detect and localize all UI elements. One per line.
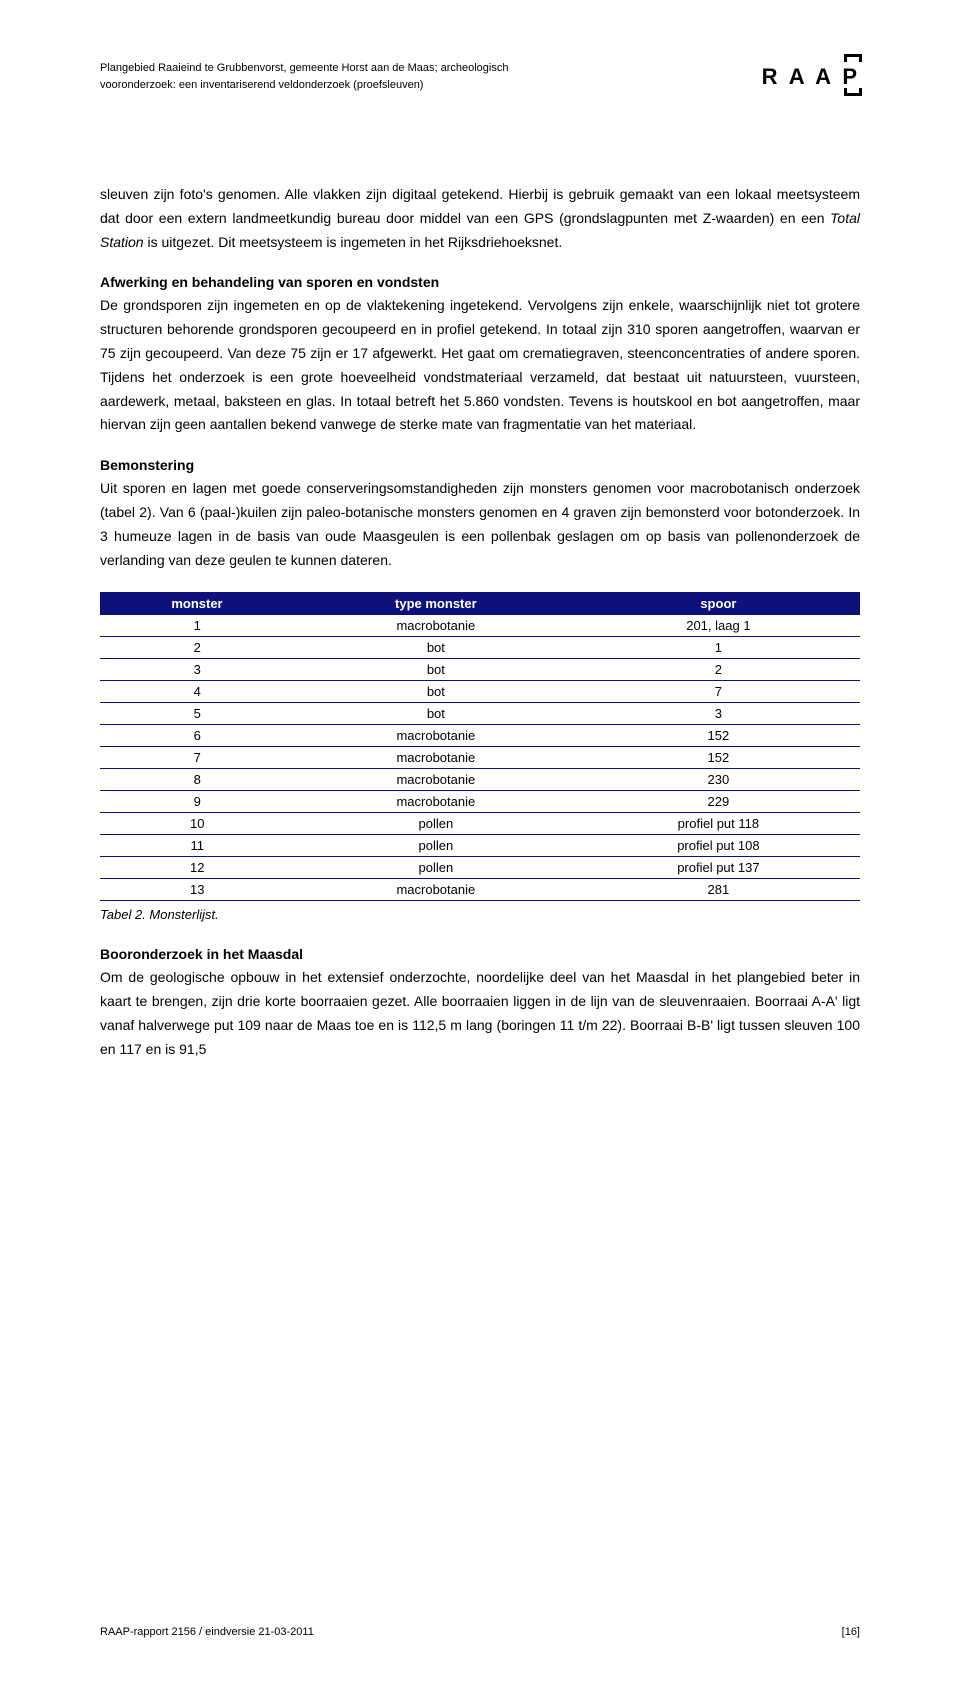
- footer-right: [16]: [842, 1626, 860, 1638]
- table-row: 3bot2: [100, 659, 860, 681]
- header-title-block: Plangebied Raaieind te Grubbenvorst, gem…: [100, 60, 508, 93]
- table-cell: 201, laag 1: [577, 615, 859, 637]
- table-cell: 1: [577, 637, 859, 659]
- table-cell: 7: [100, 747, 294, 769]
- table-cell: 2: [577, 659, 859, 681]
- monster-table: monster type monster spoor 1macrobotanie…: [100, 592, 860, 901]
- table-cell: 6: [100, 725, 294, 747]
- table-cell: 281: [577, 879, 859, 901]
- page-header: Plangebied Raaieind te Grubbenvorst, gem…: [100, 60, 860, 93]
- table-cell: 1: [100, 615, 294, 637]
- table-cell: 4: [100, 681, 294, 703]
- table-cell: 2: [100, 637, 294, 659]
- table-cell: 152: [577, 725, 859, 747]
- footer-left: RAAP-rapport 2156 / eindversie 21-03-201…: [100, 1626, 314, 1638]
- table-cell: 7: [577, 681, 859, 703]
- table-cell: profiel put 137: [577, 857, 859, 879]
- table-col-type: type monster: [294, 592, 577, 615]
- table-cell: macrobotanie: [294, 725, 577, 747]
- table-cell: pollen: [294, 835, 577, 857]
- paragraph-intro: sleuven zijn foto's genomen. Alle vlakke…: [100, 183, 860, 254]
- table-row: 5bot3: [100, 703, 860, 725]
- logo-bracket-top-icon: [844, 54, 862, 62]
- table-cell: pollen: [294, 857, 577, 879]
- page-footer: RAAP-rapport 2156 / eindversie 21-03-201…: [100, 1626, 860, 1638]
- logo-bracket-bottom-icon: [844, 88, 862, 96]
- paragraph-bemonstering: Uit sporen en lagen met goede conserveri…: [100, 477, 860, 572]
- table-caption: Tabel 2. Monsterlijst.: [100, 907, 860, 922]
- table-cell: profiel put 118: [577, 813, 859, 835]
- table-cell: macrobotanie: [294, 791, 577, 813]
- table-header-row: monster type monster spoor: [100, 592, 860, 615]
- logo-text: R A A P: [762, 64, 860, 89]
- table-cell: macrobotanie: [294, 747, 577, 769]
- table-cell: 13: [100, 879, 294, 901]
- paragraph-afwerking: De grondsporen zijn ingemeten en op de v…: [100, 294, 860, 437]
- table-row: 9macrobotanie229: [100, 791, 860, 813]
- table-row: 7macrobotanie152: [100, 747, 860, 769]
- table-row: 2bot1: [100, 637, 860, 659]
- heading-afwerking: Afwerking en behandeling van sporen en v…: [100, 274, 860, 290]
- table-row: 1macrobotanie201, laag 1: [100, 615, 860, 637]
- table-cell: 8: [100, 769, 294, 791]
- table-row: 12pollenprofiel put 137: [100, 857, 860, 879]
- table-row: 6macrobotanie152: [100, 725, 860, 747]
- table-cell: macrobotanie: [294, 769, 577, 791]
- raap-logo: R A A P: [762, 60, 860, 90]
- heading-booronderzoek: Booronderzoek in het Maasdal: [100, 946, 860, 962]
- table-row: 8macrobotanie230: [100, 769, 860, 791]
- heading-bemonstering: Bemonstering: [100, 457, 860, 473]
- table-cell: macrobotanie: [294, 615, 577, 637]
- table-row: 10pollenprofiel put 118: [100, 813, 860, 835]
- table-cell: 229: [577, 791, 859, 813]
- table-cell: 11: [100, 835, 294, 857]
- header-line2: vooronderzoek: een inventariserend veldo…: [100, 77, 508, 94]
- table-cell: 3: [100, 659, 294, 681]
- table-cell: bot: [294, 681, 577, 703]
- table-cell: bot: [294, 659, 577, 681]
- table-cell: profiel put 108: [577, 835, 859, 857]
- table-cell: 3: [577, 703, 859, 725]
- table-cell: bot: [294, 637, 577, 659]
- table-row: 11pollenprofiel put 108: [100, 835, 860, 857]
- paragraph-booronderzoek: Om de geologische opbouw in het extensie…: [100, 966, 860, 1061]
- para1-part1: sleuven zijn foto's genomen. Alle vlakke…: [100, 186, 860, 226]
- table-row: 4bot7: [100, 681, 860, 703]
- table-cell: 9: [100, 791, 294, 813]
- para1-part2: is uitgezet. Dit meetsysteem is ingemete…: [144, 234, 563, 250]
- table-col-monster: monster: [100, 592, 294, 615]
- table-cell: bot: [294, 703, 577, 725]
- table-cell: 5: [100, 703, 294, 725]
- header-line1: Plangebied Raaieind te Grubbenvorst, gem…: [100, 60, 508, 77]
- table-cell: 10: [100, 813, 294, 835]
- table-cell: macrobotanie: [294, 879, 577, 901]
- table-cell: pollen: [294, 813, 577, 835]
- table-row: 13macrobotanie281: [100, 879, 860, 901]
- table-col-spoor: spoor: [577, 592, 859, 615]
- table-cell: 12: [100, 857, 294, 879]
- monster-table-wrap: monster type monster spoor 1macrobotanie…: [100, 592, 860, 901]
- table-cell: 152: [577, 747, 859, 769]
- table-cell: 230: [577, 769, 859, 791]
